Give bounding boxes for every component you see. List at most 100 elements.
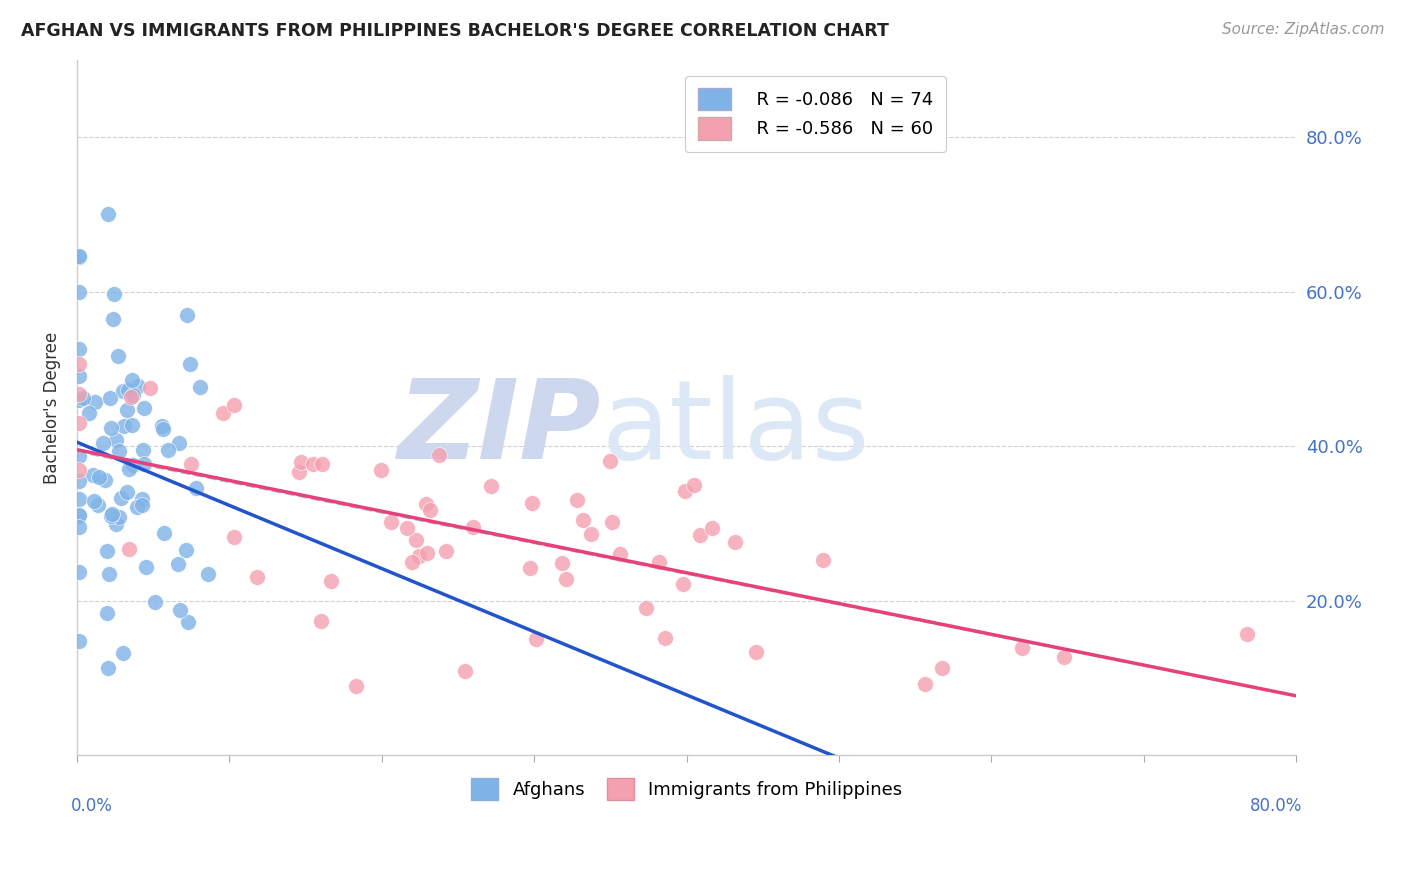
Point bbox=[87, 470, 110, 484]
Point bbox=[157, 443, 180, 458]
Point bbox=[419, 503, 441, 517]
Point bbox=[565, 493, 588, 508]
Point bbox=[77, 406, 100, 420]
Point bbox=[115, 402, 138, 417]
Text: 80.0%: 80.0% bbox=[1250, 797, 1302, 815]
Point bbox=[654, 631, 676, 645]
Point bbox=[100, 421, 122, 435]
Point bbox=[150, 419, 173, 434]
Point bbox=[67, 475, 90, 489]
Point bbox=[395, 521, 418, 535]
Point bbox=[152, 526, 174, 541]
Point bbox=[94, 473, 117, 487]
Point bbox=[197, 566, 219, 581]
Point bbox=[131, 499, 153, 513]
Point bbox=[176, 615, 198, 629]
Point bbox=[67, 249, 90, 263]
Point bbox=[120, 390, 142, 404]
Point bbox=[683, 478, 706, 492]
Point bbox=[579, 526, 602, 541]
Point bbox=[321, 574, 343, 588]
Point bbox=[98, 391, 121, 405]
Point bbox=[143, 595, 166, 609]
Point bbox=[689, 527, 711, 541]
Point bbox=[96, 544, 118, 558]
Point bbox=[1236, 627, 1258, 641]
Point bbox=[67, 634, 90, 648]
Point bbox=[745, 645, 768, 659]
Point bbox=[554, 572, 576, 586]
Point bbox=[224, 531, 246, 545]
Point bbox=[121, 373, 143, 387]
Point bbox=[67, 358, 90, 372]
Point bbox=[97, 567, 120, 582]
Point bbox=[139, 381, 162, 395]
Point bbox=[461, 520, 484, 534]
Point bbox=[103, 287, 125, 301]
Point bbox=[67, 386, 90, 401]
Point bbox=[609, 547, 631, 561]
Point bbox=[415, 497, 437, 511]
Point bbox=[67, 285, 90, 300]
Point bbox=[673, 483, 696, 498]
Point bbox=[122, 458, 145, 473]
Point bbox=[288, 465, 311, 479]
Point bbox=[100, 509, 122, 524]
Point bbox=[811, 553, 834, 567]
Point bbox=[519, 561, 541, 575]
Point bbox=[672, 577, 695, 591]
Point bbox=[86, 498, 108, 512]
Point bbox=[115, 485, 138, 500]
Point bbox=[127, 379, 149, 393]
Point bbox=[97, 661, 120, 675]
Point bbox=[180, 457, 202, 471]
Point bbox=[169, 602, 191, 616]
Point bbox=[83, 395, 105, 409]
Point bbox=[152, 422, 174, 436]
Point bbox=[380, 515, 402, 529]
Point bbox=[416, 546, 439, 560]
Point bbox=[67, 342, 90, 356]
Point bbox=[551, 556, 574, 570]
Point bbox=[67, 463, 90, 477]
Point bbox=[184, 481, 207, 495]
Point bbox=[1052, 650, 1074, 665]
Point bbox=[118, 541, 141, 556]
Point bbox=[111, 646, 134, 660]
Text: Source: ZipAtlas.com: Source: ZipAtlas.com bbox=[1222, 22, 1385, 37]
Point bbox=[72, 392, 94, 406]
Text: atlas: atlas bbox=[602, 375, 870, 482]
Point bbox=[135, 559, 157, 574]
Point bbox=[405, 533, 427, 548]
Point bbox=[67, 250, 90, 264]
Point bbox=[67, 392, 90, 407]
Point bbox=[401, 555, 423, 569]
Point bbox=[931, 661, 953, 675]
Point bbox=[127, 500, 149, 515]
Point bbox=[408, 549, 430, 563]
Point bbox=[344, 679, 367, 693]
Point bbox=[108, 509, 131, 524]
Point bbox=[108, 444, 131, 458]
Point bbox=[700, 521, 723, 535]
Point bbox=[370, 463, 392, 477]
Point bbox=[67, 491, 90, 506]
Point bbox=[67, 508, 90, 523]
Point bbox=[167, 435, 190, 450]
Point bbox=[427, 448, 450, 462]
Point bbox=[132, 401, 155, 415]
Point bbox=[309, 615, 332, 629]
Point bbox=[107, 350, 129, 364]
Point bbox=[67, 508, 90, 522]
Point bbox=[110, 491, 132, 505]
Point bbox=[290, 455, 312, 469]
Point bbox=[118, 462, 141, 476]
Point bbox=[101, 508, 124, 522]
Point bbox=[67, 520, 90, 534]
Point bbox=[176, 308, 198, 322]
Point bbox=[302, 457, 325, 471]
Point bbox=[117, 383, 139, 397]
Y-axis label: Bachelor's Degree: Bachelor's Degree bbox=[44, 331, 60, 483]
Point bbox=[82, 468, 104, 483]
Point bbox=[91, 435, 114, 450]
